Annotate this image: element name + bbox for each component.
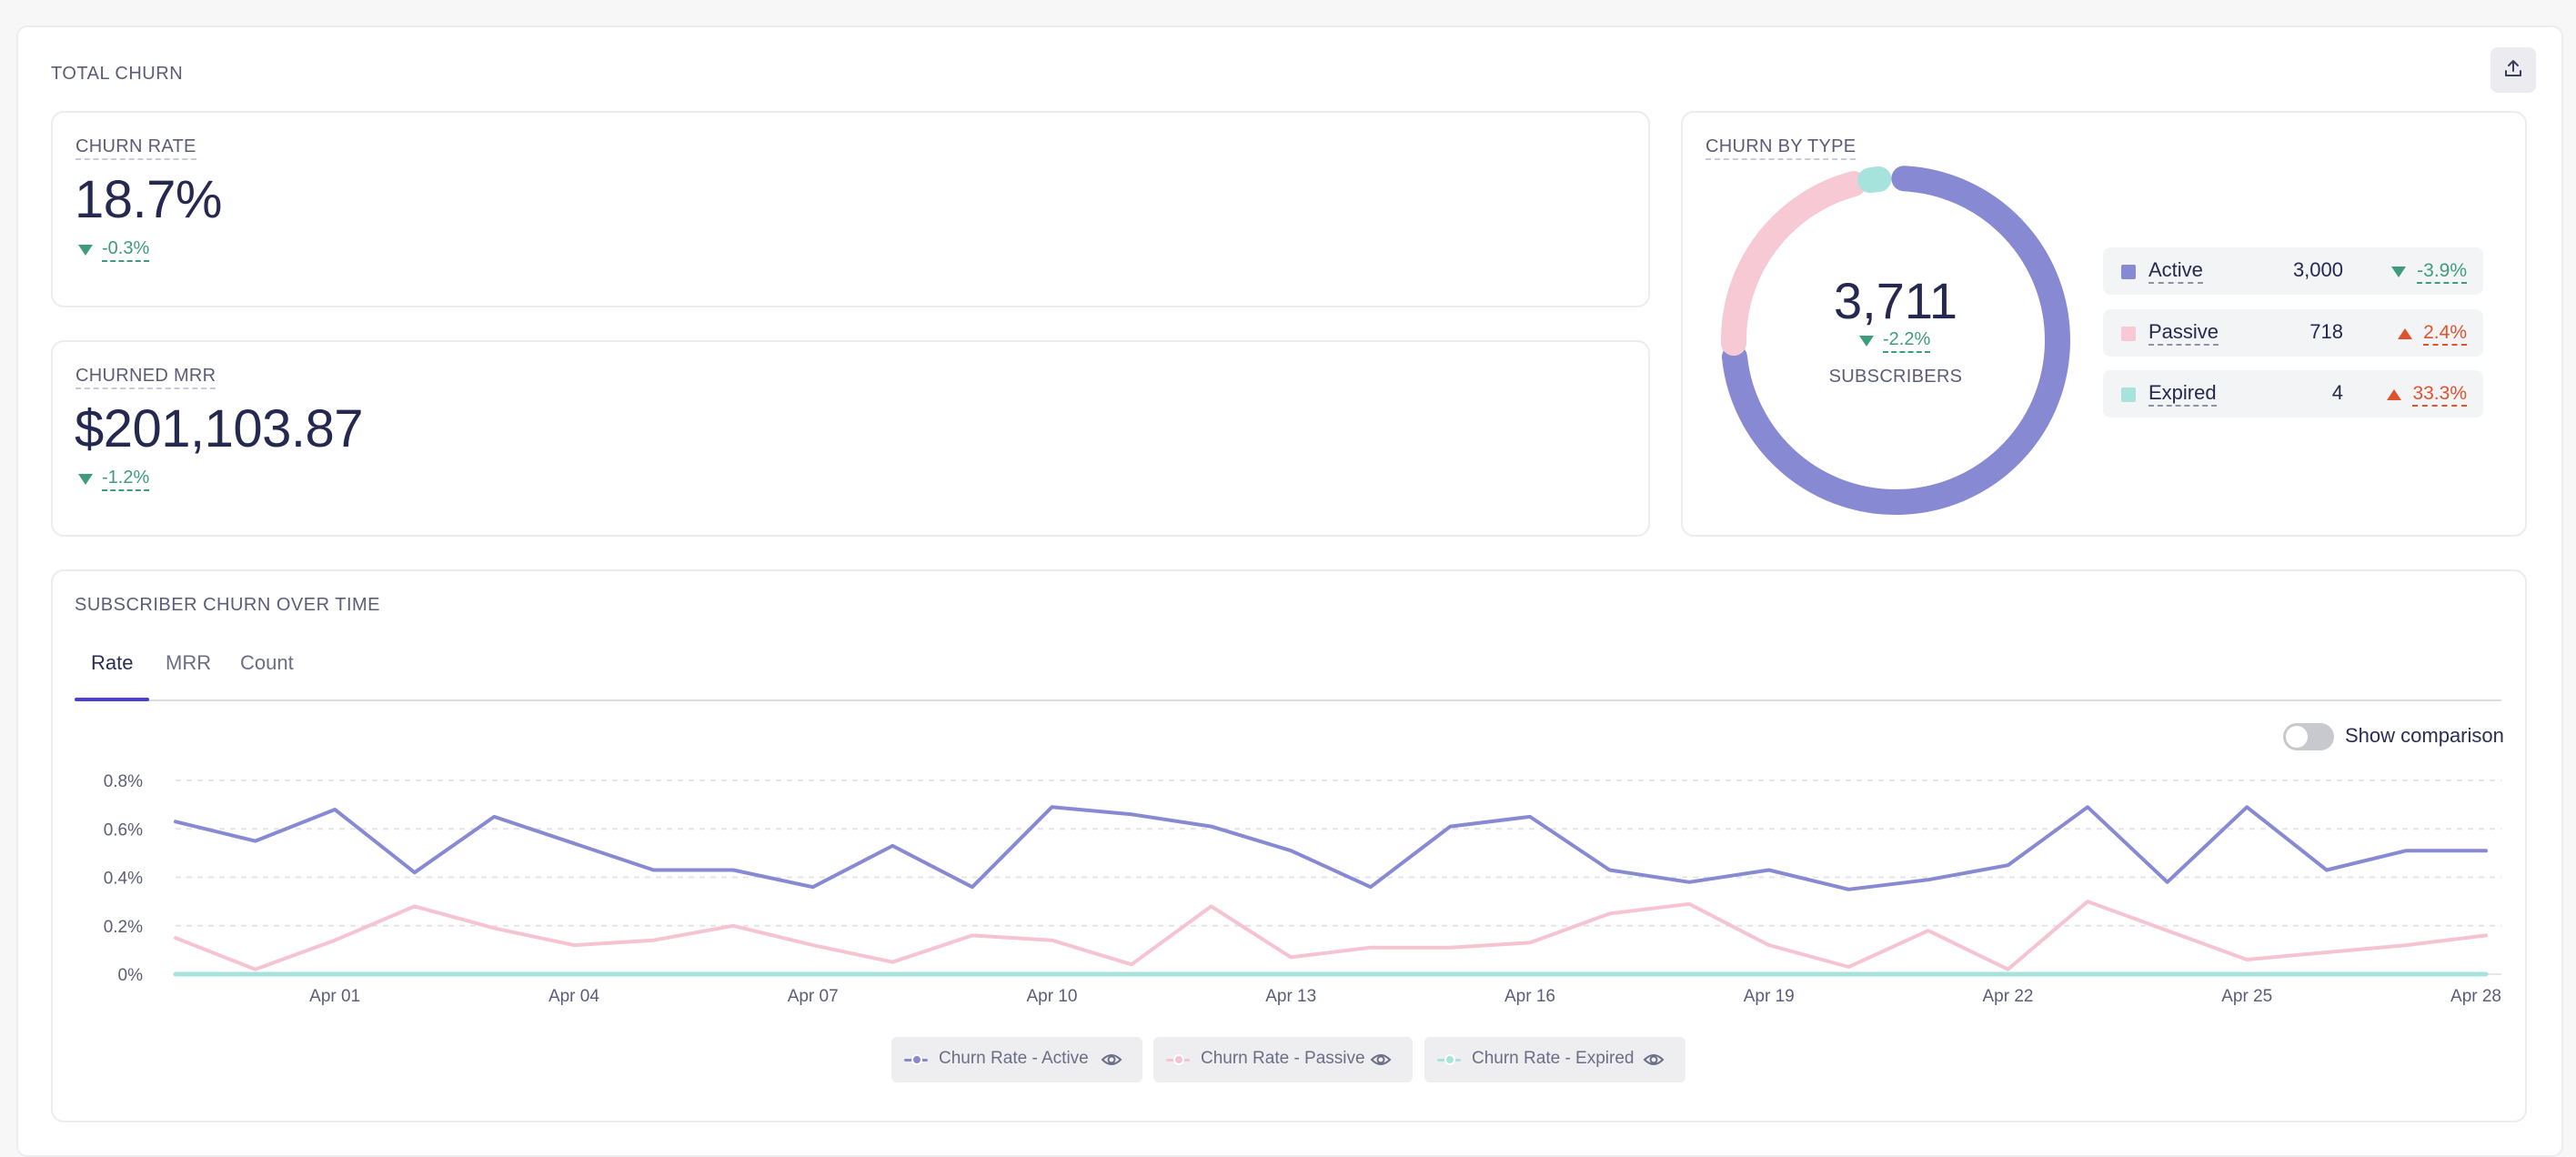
x-tick-label: Apr 19 xyxy=(1744,987,1795,1006)
chart-legend-label: Churn Rate - Active xyxy=(939,1049,1089,1068)
legend-dot xyxy=(1173,1054,1184,1065)
x-tick-label: Apr 28 xyxy=(2450,987,2501,1006)
x-tick-label: Apr 22 xyxy=(1982,987,2033,1006)
churn-line-chart: 0% 0.2% 0.4% 0.6% 0.8% Apr 01 Apr 04 Apr 07 Apr… xyxy=(104,772,2501,1006)
churn-rate-delta: -0.3% xyxy=(78,238,150,262)
churned-mrr-delta: -1.2% xyxy=(78,468,150,491)
eye-icon[interactable] xyxy=(1370,1051,1392,1074)
legend-delta: -3.9% xyxy=(2391,260,2467,284)
x-tick-label: Apr 07 xyxy=(788,987,839,1006)
legend-delta: 33.3% xyxy=(2387,383,2467,407)
y-tick-label: 0.4% xyxy=(104,870,143,889)
series-line-active[interactable] xyxy=(174,805,2488,891)
chart-legend-label: Churn Rate - Expired xyxy=(1472,1049,1635,1068)
y-tick-label: 0.8% xyxy=(104,772,143,791)
eye-icon[interactable] xyxy=(1101,1051,1122,1074)
show-comparison-label: Show comparison xyxy=(2345,724,2504,747)
donut-segment-active[interactable] xyxy=(1721,166,2070,515)
legend-count: 3,000 xyxy=(2292,258,2343,281)
churn-rate-label[interactable]: CHURN RATE xyxy=(75,136,196,160)
legend-count: 718 xyxy=(2309,320,2343,343)
legend-count: 4 xyxy=(2331,381,2343,404)
donut-total-delta: -2.2% xyxy=(1859,329,1931,353)
y-tick-label: 0.2% xyxy=(104,918,143,937)
x-tick-label: Apr 25 xyxy=(2221,987,2272,1006)
trend-down-icon xyxy=(1859,336,1874,347)
legend-delta-text[interactable]: -3.9% xyxy=(2417,260,2467,284)
churned-mrr-label[interactable]: CHURNED MRR xyxy=(75,366,216,389)
over-time-title: SUBSCRIBER CHURN OVER TIME xyxy=(75,595,381,615)
chart-legend-label: Churn Rate - Passive xyxy=(1201,1049,1365,1068)
donut-total-label: SUBSCRIBERS xyxy=(1828,367,1963,387)
eye-icon[interactable] xyxy=(1643,1051,1665,1074)
legend-delta-text[interactable]: 2.4% xyxy=(2423,322,2467,346)
legend-swatch xyxy=(2121,265,2136,279)
legend-swatch xyxy=(2121,387,2136,402)
upload-icon xyxy=(2503,58,2523,83)
panel-title: TOTAL CHURN xyxy=(51,64,184,84)
x-tick-label: Apr 16 xyxy=(1504,987,1555,1006)
x-tick-label: Apr 13 xyxy=(1265,987,1316,1006)
y-tick-label: 0.6% xyxy=(104,820,143,840)
churn-rate-delta-text[interactable]: -0.3% xyxy=(102,238,150,262)
chart-legend-active[interactable]: Churn Rate - Active xyxy=(891,1037,1142,1082)
trend-down-icon xyxy=(2391,267,2407,277)
legend-row-active[interactable]: Active 3,000 -3.9% xyxy=(2103,247,2483,295)
donut-total-delta-text[interactable]: -2.2% xyxy=(1883,329,1931,353)
legend-name[interactable]: Active xyxy=(2148,258,2203,284)
series-line-passive[interactable] xyxy=(174,900,2488,971)
chart-legend-passive[interactable]: Churn Rate - Passive xyxy=(1153,1037,1413,1082)
churn-over-time-card xyxy=(51,569,2527,1122)
donut-total: 3,711 xyxy=(1834,272,1957,329)
chart-legend-expired[interactable]: Churn Rate - Expired xyxy=(1424,1037,1685,1082)
legend-row-passive[interactable]: Passive 718 2.4% xyxy=(2103,309,2483,357)
donut-segment-expired[interactable] xyxy=(1857,166,1892,194)
legend-dot xyxy=(1444,1054,1455,1065)
legend-delta-text[interactable]: 33.3% xyxy=(2412,383,2467,407)
tab-mrr[interactable]: MRR xyxy=(166,651,212,674)
legend-delta: 2.4% xyxy=(2398,322,2467,346)
churn-rate-value: 18.7% xyxy=(75,170,222,229)
show-comparison-toggle[interactable] xyxy=(2283,723,2334,750)
legend-name[interactable]: Passive xyxy=(2148,320,2219,346)
legend-name[interactable]: Expired xyxy=(2148,381,2217,407)
trend-down-icon xyxy=(78,245,93,256)
churn-by-type-donut xyxy=(1721,166,2070,515)
churned-mrr-value: $201,103.87 xyxy=(75,399,364,458)
churn-by-type-label[interactable]: CHURN BY TYPE xyxy=(1706,136,1857,160)
tab-rate[interactable]: Rate xyxy=(91,651,134,674)
x-tick-label: Apr 04 xyxy=(548,987,599,1006)
tab-count[interactable]: Count xyxy=(240,651,294,674)
tab-divider xyxy=(75,699,2501,701)
trend-up-icon xyxy=(2387,389,2402,400)
churned-mrr-delta-text[interactable]: -1.2% xyxy=(102,468,150,491)
export-button[interactable] xyxy=(2490,47,2536,93)
legend-row-expired[interactable]: Expired 4 33.3% xyxy=(2103,370,2483,418)
toggle-knob xyxy=(2286,726,2308,748)
x-tick-label: Apr 01 xyxy=(309,987,360,1006)
trend-down-icon xyxy=(78,474,93,485)
y-tick-label: 0% xyxy=(118,966,144,985)
churn-rate-card: CHURN RATE 18.7% -0.3% xyxy=(51,111,1650,307)
churned-mrr-card: CHURNED MRR $201,103.87 -1.2% xyxy=(51,340,1650,537)
legend-dot xyxy=(911,1054,922,1065)
trend-up-icon xyxy=(2398,328,2413,339)
active-tab-indicator xyxy=(75,698,149,701)
legend-swatch xyxy=(2121,327,2136,341)
x-tick-label: Apr 10 xyxy=(1026,987,1077,1006)
donut-segment-passive[interactable] xyxy=(1721,171,1867,357)
